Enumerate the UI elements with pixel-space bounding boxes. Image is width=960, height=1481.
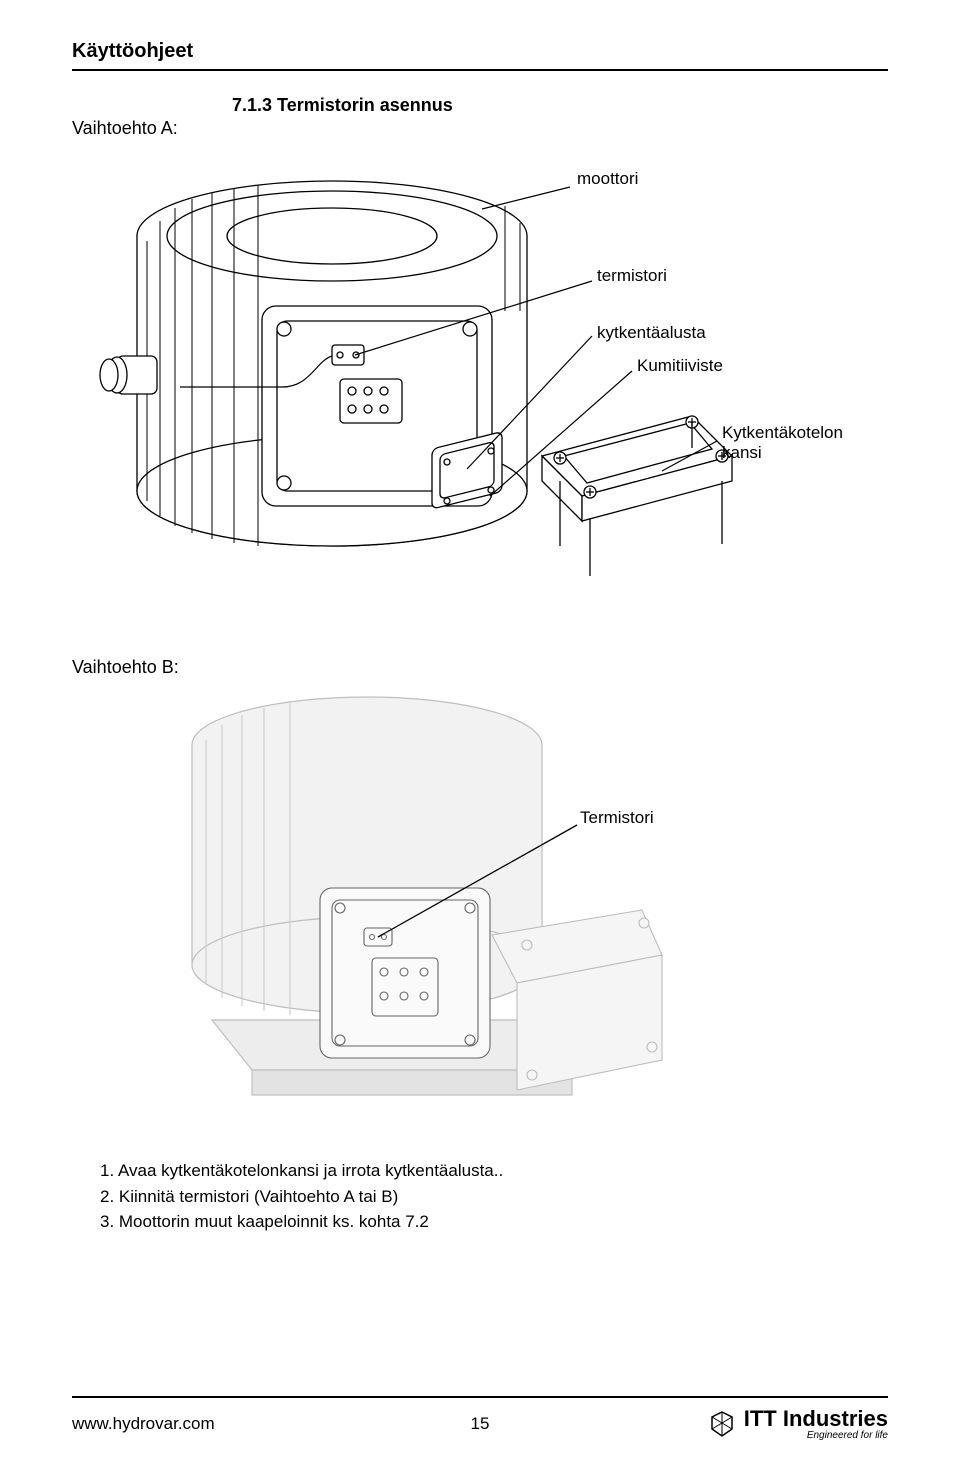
option-b-label: Vaihtoehto B: [72, 657, 888, 678]
callout-kytkentaalusta: kytkentäalusta [597, 323, 706, 343]
itt-logo-icon [708, 1410, 736, 1438]
footer-url: www.hydrovar.com [72, 1414, 215, 1434]
section-number-title: 7.1.3 Termistorin asennus [232, 95, 888, 116]
callout-kotelon-kansi-line2: kansi [722, 443, 762, 463]
callout-kotelon-kansi: Kytkentäkotelon [722, 423, 843, 443]
figure-a: moottori termistori kytkentäalusta Kumit… [72, 151, 888, 651]
motor-diagram-b [72, 690, 892, 1140]
header-title: Käyttöohjeet [72, 40, 193, 62]
callout-moottori: moottori [577, 169, 638, 189]
option-a-label: Vaihtoehto A: [72, 118, 888, 139]
footer-brand: ITT Industries [744, 1406, 888, 1432]
footer-logo: ITT Industries Engineered for life [708, 1406, 888, 1441]
figure-b: Termistori [72, 690, 888, 1150]
page-footer: www.hydrovar.com 15 ITT Industries Engin… [72, 1396, 888, 1441]
installation-steps: 1. Avaa kytkentäkotelonkansi ja irrota k… [72, 1158, 888, 1235]
step-2: 2. Kiinnitä termistori (Vaihtoehto A tai… [100, 1184, 888, 1210]
footer-page-number: 15 [471, 1414, 490, 1434]
callout-kumitiiviste: Kumitiiviste [637, 356, 723, 376]
callout-termistori: termistori [597, 266, 667, 286]
callout-b-termistori: Termistori [580, 808, 654, 828]
motor-diagram-a [72, 151, 892, 651]
step-1: 1. Avaa kytkentäkotelonkansi ja irrota k… [100, 1158, 888, 1184]
step-3: 3. Moottorin muut kaapeloinnit ks. kohta… [100, 1209, 888, 1235]
page-header: Käyttöohjeet [72, 40, 888, 71]
